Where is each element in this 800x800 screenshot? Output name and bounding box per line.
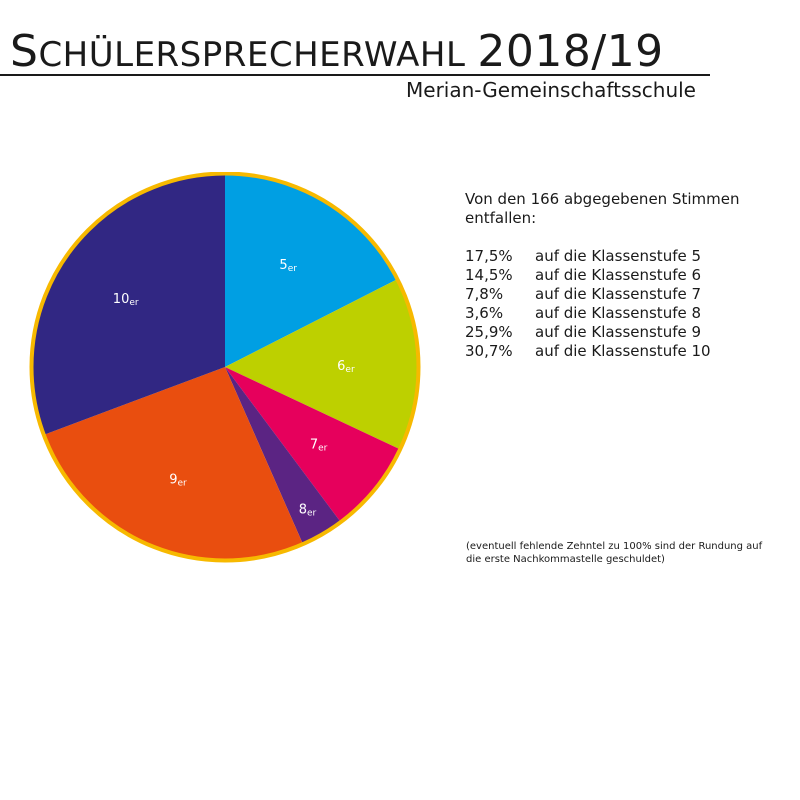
chart-title: SCHÜLERSPRECHERWAHL 2018/19: [10, 30, 664, 77]
slice-label-7: 7er: [310, 438, 328, 454]
summary-text: auf die Klassenstufe 7: [535, 285, 702, 303]
summary-percent: 30,7%: [465, 342, 513, 360]
summary-percent: 3,6%: [465, 304, 504, 322]
summary-percent: 14,5%: [465, 266, 513, 284]
slice-label-6: 6er: [337, 359, 355, 375]
vote-summary: Von den 166 abgegebenen Stimmen entfalle…: [465, 190, 785, 361]
pie-slice-6: [225, 278, 421, 451]
title-rest: CHÜLERSPRECHERWAHL: [38, 35, 466, 75]
slice-label-10: 10er: [113, 292, 139, 308]
summary-row: 30,7% auf die Klassenstufe 10: [465, 342, 785, 361]
summary-row: 7,8% auf die Klassenstufe 7: [465, 285, 785, 304]
summary-percent: 17,5%: [465, 247, 513, 265]
summary-row: 17,5% auf die Klassenstufe 5: [465, 247, 785, 266]
summary-row: 25,9% auf die Klassenstufe 9: [465, 323, 785, 342]
summary-text: auf die Klassenstufe 5: [535, 247, 702, 265]
title-initial: S: [10, 26, 39, 77]
title-underline: [0, 74, 710, 76]
summary-text: auf die Klassenstufe 6: [535, 266, 702, 284]
pie-slice-9: [42, 367, 304, 562]
summary-text: auf die Klassenstufe 10: [535, 342, 711, 360]
rounding-footnote: (eventuell fehlende Zehntel zu 100% sind…: [466, 541, 763, 565]
pie-slice-7: [225, 367, 402, 524]
pie-slice-8: [225, 367, 342, 546]
title-year: 2018/19: [477, 26, 664, 77]
summary-percent: 25,9%: [465, 323, 513, 341]
summary-text: auf die Klassenstufe 8: [535, 304, 702, 322]
slice-label-9: 9er: [169, 472, 187, 488]
summary-text: auf die Klassenstufe 9: [535, 323, 702, 341]
summary-intro: Von den 166 abgegebenen Stimmen entfalle…: [465, 190, 740, 227]
slice-label-8: 8er: [299, 503, 317, 519]
pie-chart: 5er 6er 7er 8er 9er 10er: [29, 172, 421, 563]
slice-label-5: 5er: [279, 258, 297, 274]
summary-row: 3,6% auf die Klassenstufe 8: [465, 304, 785, 323]
summary-row: 14,5% auf die Klassenstufe 6: [465, 266, 785, 285]
pie-border: [29, 172, 421, 563]
pie-slice-5: [225, 172, 399, 367]
pie-slice-10: [29, 172, 225, 436]
chart-subtitle: Merian-Gemeinschaftsschule: [406, 78, 696, 102]
summary-percent: 7,8%: [465, 285, 504, 303]
